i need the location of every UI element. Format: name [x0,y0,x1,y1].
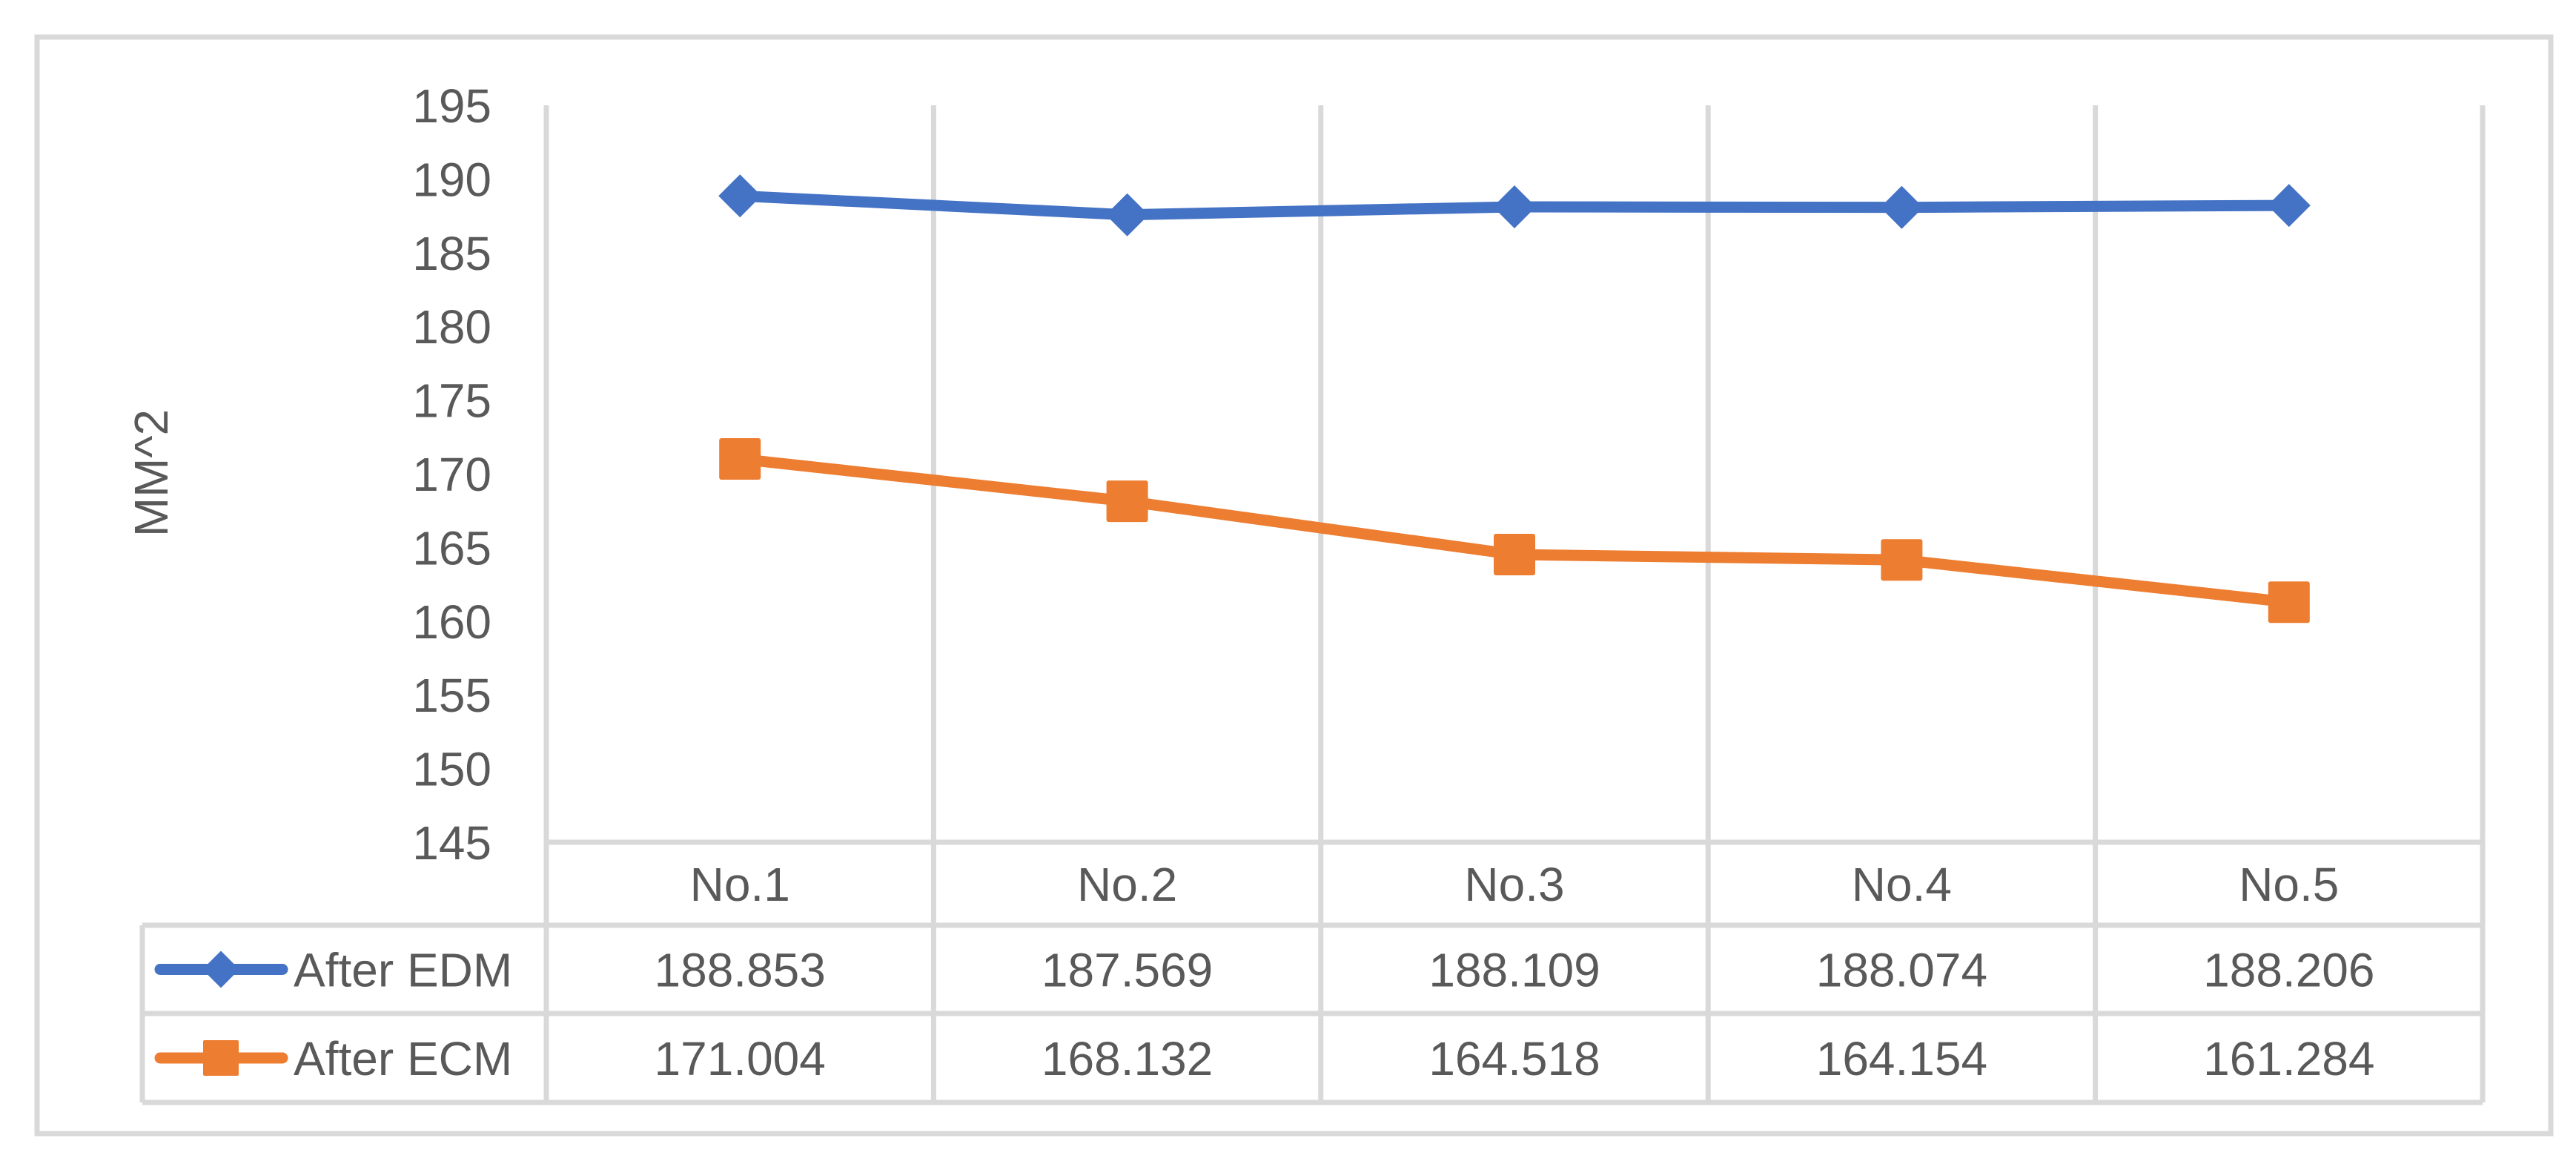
diamond-marker[interactable] [718,174,762,218]
table-value-cell: 188.074 [1816,944,1987,997]
diamond-marker[interactable] [2267,184,2311,228]
table-value-cell: 168.132 [1042,1032,1213,1085]
category-label: No.5 [2239,858,2339,911]
square-marker[interactable] [1106,480,1148,523]
square-marker[interactable] [719,438,761,480]
series-name-label: After EDM [294,944,512,997]
category-label: No.3 [1464,858,1564,911]
diamond-marker[interactable] [1105,193,1149,237]
category-label: No.1 [690,858,790,911]
series-line [739,453,2290,608]
y-tick-label: 165 [412,521,491,575]
y-tick-label: 145 [412,816,491,870]
vertical-gridlines [543,105,2486,1102]
y-tick-label: 160 [412,595,491,649]
y-tick-label: 175 [412,374,491,428]
table-value-cell: 188.109 [1428,944,1600,997]
y-tick-label: 190 [412,153,491,206]
y-axis-title: MM^2 [125,409,178,537]
table-value-cell: 164.154 [1816,1032,1987,1085]
table-value-cell: 187.569 [1042,944,1213,997]
plot-series [718,174,2311,624]
table-value-cell: 161.284 [2203,1032,2374,1085]
table-value-cell: 188.206 [2203,944,2374,997]
y-tick-label: 170 [412,448,491,501]
chart-outer-border [34,34,2554,1137]
y-tick-label: 180 [412,300,491,354]
y-tick-label: 185 [412,227,491,280]
diamond-marker[interactable] [1493,185,1536,228]
category-label: No.4 [1852,858,1952,911]
data-table-lines [139,839,2483,1105]
table-value-cell: 164.518 [1428,1032,1600,1085]
data-table: No.1 No.2 No.3 No.4 No.5 After EDM 188.853 187.… [154,858,2374,1085]
diamond-marker[interactable] [1880,185,1924,229]
legend-diamond-icon [202,950,239,988]
y-tick-label: 195 [412,79,491,133]
series-after-edm [718,174,2311,237]
y-axis-tick-labels: 195 190 185 180 175 170 165 160 155 150 145 [412,79,491,870]
square-marker[interactable] [1881,539,1923,581]
y-tick-label: 155 [412,669,491,722]
y-tick-label: 150 [412,743,491,796]
square-marker[interactable] [2268,581,2310,624]
series-name-label: After ECM [294,1032,512,1085]
square-marker[interactable] [1494,533,1535,575]
category-label: No.2 [1077,858,1177,911]
table-value-cell: 171.004 [655,1032,826,1085]
legend-square-icon [203,1040,239,1076]
table-value-cell: 188.853 [655,944,826,997]
series-after-ecm [719,438,2310,624]
